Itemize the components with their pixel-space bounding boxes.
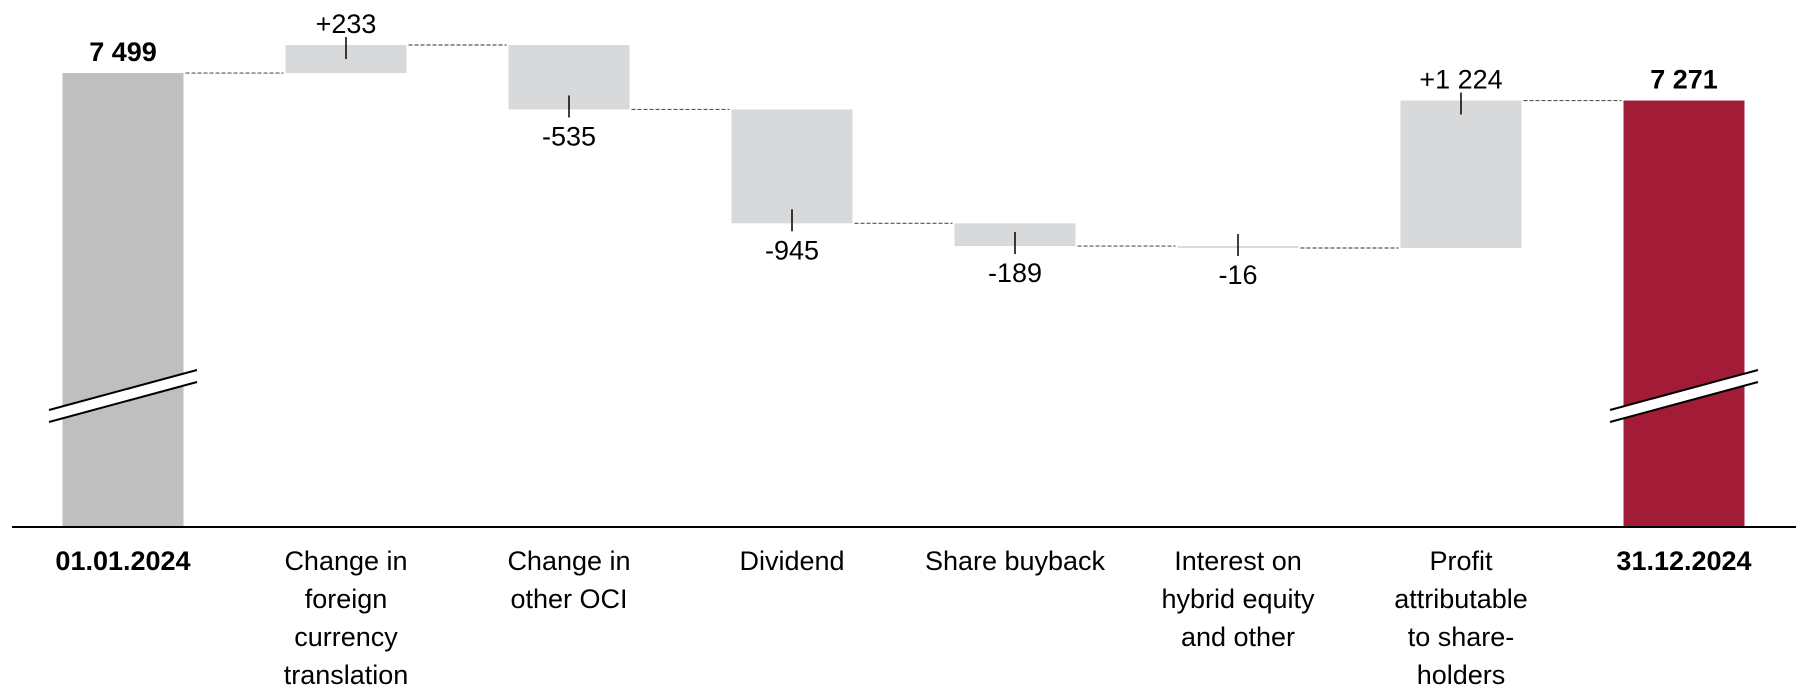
value-label: -535 [542,121,596,151]
x-tick-label-line: hybrid equity [1161,584,1315,614]
bar [731,109,853,224]
x-tick-label: Profit attributable to share-holders [1394,546,1528,688]
x-tick-label-line: attributable [1394,584,1528,614]
x-tick-label: 31.12.2024 [1616,546,1751,576]
x-tick-label: 01.01.2024 [55,546,190,576]
x-tick-label-line: 01.01.2024 [55,546,190,576]
value-label: 7 499 [89,37,157,67]
x-tick-label-line: translation [284,660,409,688]
bar [1400,100,1522,248]
x-tick-label-line: to share- [1408,622,1515,652]
value-label: 7 271 [1650,65,1718,95]
value-label: +1 224 [1419,65,1502,95]
x-tick-label-line: foreign [305,584,388,614]
value-label: -16 [1218,260,1257,290]
x-tick-label: Change in foreign currency translation [284,546,409,688]
x-tick-label: Dividend [739,546,844,576]
bar [62,73,184,528]
axis-break-line [48,369,198,411]
value-label: +233 [316,9,377,39]
x-tick-label-line: currency [294,622,398,652]
x-tick-label-line: Dividend [739,546,844,576]
x-tick-label-line: holders [1417,660,1506,688]
value-label: -189 [988,258,1042,288]
axis-break [1610,370,1758,422]
x-tick-label-line: Share buyback [925,546,1106,576]
x-tick-label-line: Change in [507,546,630,576]
axis-break [49,370,197,422]
x-tick-label-line: Profit [1429,546,1493,576]
axis-break-line [1609,369,1759,411]
x-tick-label-line: Change in [284,546,407,576]
x-tick-label: Interest on hybrid equity and other [1161,546,1315,652]
axis-break-line [48,381,198,423]
x-tick-label-line: Interest on [1174,546,1302,576]
x-tick-label: Change in other OCI [507,546,630,614]
x-tick-label: Share buyback [925,546,1106,576]
value-label: -945 [765,235,819,265]
x-tick-label-line: and other [1181,622,1295,652]
x-tick-label-line: 31.12.2024 [1616,546,1751,576]
axis-break-line [1609,381,1759,423]
bar [1623,100,1745,527]
x-tick-label-line: other OCI [510,584,627,614]
